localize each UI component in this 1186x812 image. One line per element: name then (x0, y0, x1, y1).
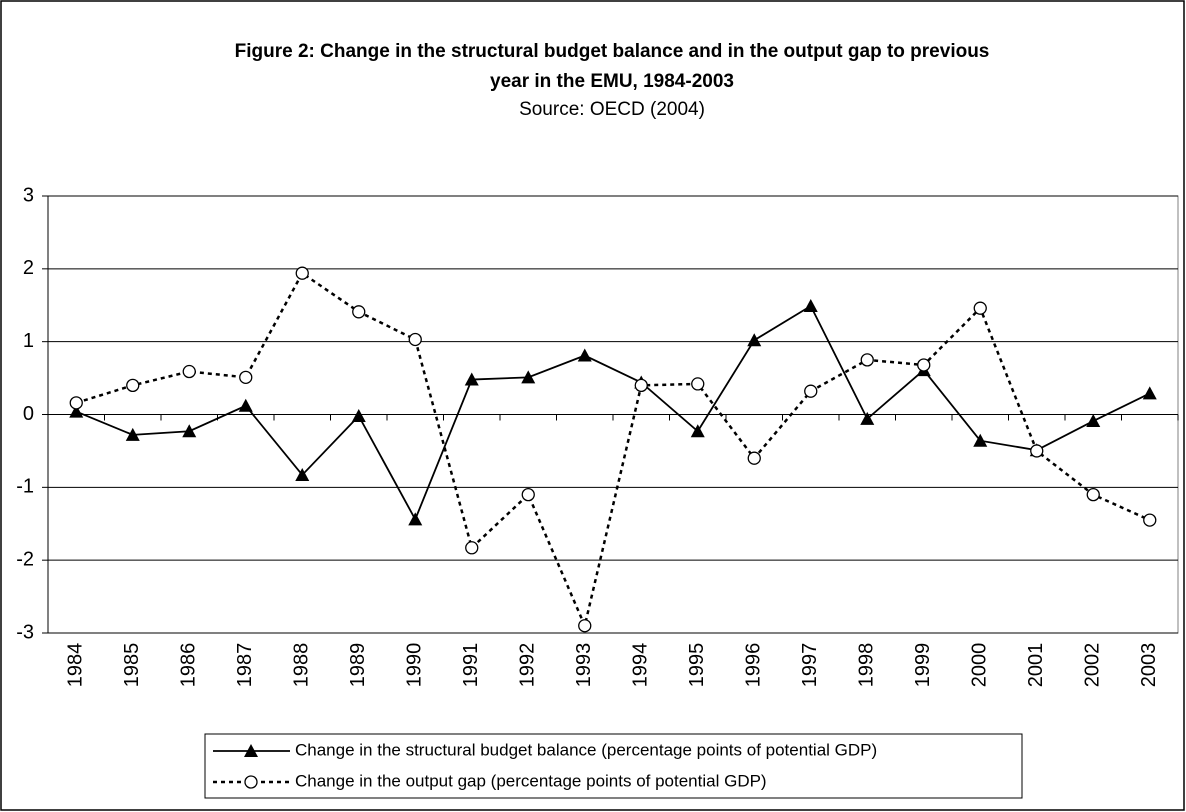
data-point (1142, 386, 1157, 400)
data-point (1086, 487, 1100, 502)
y-tick-label: 0 (23, 403, 34, 425)
data-point (747, 333, 762, 347)
chart-title: year in the EMU, 1984-2003 (490, 71, 734, 92)
y-tick-label: 3 (23, 184, 34, 206)
data-point (464, 372, 479, 386)
data-point (521, 487, 535, 502)
y-tick-label: -2 (16, 548, 34, 570)
data-point (973, 433, 988, 447)
y-tick-label: 1 (23, 330, 34, 352)
data-point (182, 424, 197, 438)
x-tick-label: 1986 (178, 643, 200, 688)
data-point (917, 358, 931, 372)
data-point (973, 301, 987, 315)
data-point (408, 512, 423, 526)
data-point (1086, 414, 1101, 428)
x-tick-label: 1984 (65, 643, 87, 688)
y-tick-label: -3 (16, 621, 34, 643)
data-point (126, 378, 140, 393)
data-point (521, 370, 536, 384)
x-tick-label: 1987 (234, 643, 256, 688)
x-tick-label: 1994 (630, 643, 652, 688)
x-tick-label: 1993 (573, 643, 595, 688)
data-point (634, 378, 648, 393)
data-point (295, 467, 310, 481)
data-point (690, 424, 705, 438)
x-tick-label: 1996 (743, 643, 765, 688)
x-tick-label: 2003 (1138, 643, 1160, 688)
y-tick-label: -1 (16, 476, 34, 498)
legend-box (204, 733, 1023, 799)
data-point (351, 408, 366, 422)
data-point (577, 348, 592, 362)
x-tick-label: 1995 (686, 643, 708, 688)
data-point (408, 332, 422, 347)
data-point (804, 384, 818, 398)
y-tick-label: 2 (23, 257, 34, 279)
x-tick-label: 2002 (1082, 643, 1104, 688)
data-point (295, 266, 309, 280)
x-tick-label: 1985 (121, 643, 143, 688)
x-tick-label: 1991 (460, 643, 482, 688)
x-tick-label: 1999 (912, 643, 934, 688)
x-tick-label: 1998 (856, 643, 878, 688)
x-tick-label: 2000 (969, 643, 991, 688)
data-point (69, 404, 84, 418)
x-tick-label: 1997 (799, 643, 821, 688)
legend-label: Change in the output gap (percentage poi… (295, 771, 767, 790)
data-point (69, 396, 83, 410)
series-line (75, 304, 1151, 522)
x-tick-label: 1988 (291, 643, 313, 688)
data-point (860, 411, 875, 425)
data-point (1030, 444, 1044, 458)
data-point (238, 398, 253, 412)
data-point (691, 377, 705, 391)
data-point (860, 353, 874, 367)
x-tick-label: 2001 (1025, 643, 1047, 688)
data-point (182, 364, 196, 379)
data-point (803, 298, 818, 312)
legend-label: Change in the structural budget balance … (295, 740, 877, 759)
data-point (352, 305, 366, 319)
data-point (125, 427, 140, 441)
x-tick-label: 1990 (404, 643, 426, 688)
chart-subtitle: Source: OECD (2004) (519, 99, 705, 120)
chart-title: Figure 2: Change in the structural budge… (235, 41, 990, 62)
data-point (578, 619, 592, 633)
series-line (75, 271, 1151, 630)
data-point (1143, 513, 1157, 527)
data-point (239, 370, 253, 385)
legend-marker (244, 744, 258, 757)
data-point (747, 451, 761, 465)
x-tick-label: 1989 (347, 643, 369, 688)
data-point (465, 541, 479, 555)
legend-marker (244, 775, 258, 789)
x-tick-label: 1992 (517, 643, 539, 688)
